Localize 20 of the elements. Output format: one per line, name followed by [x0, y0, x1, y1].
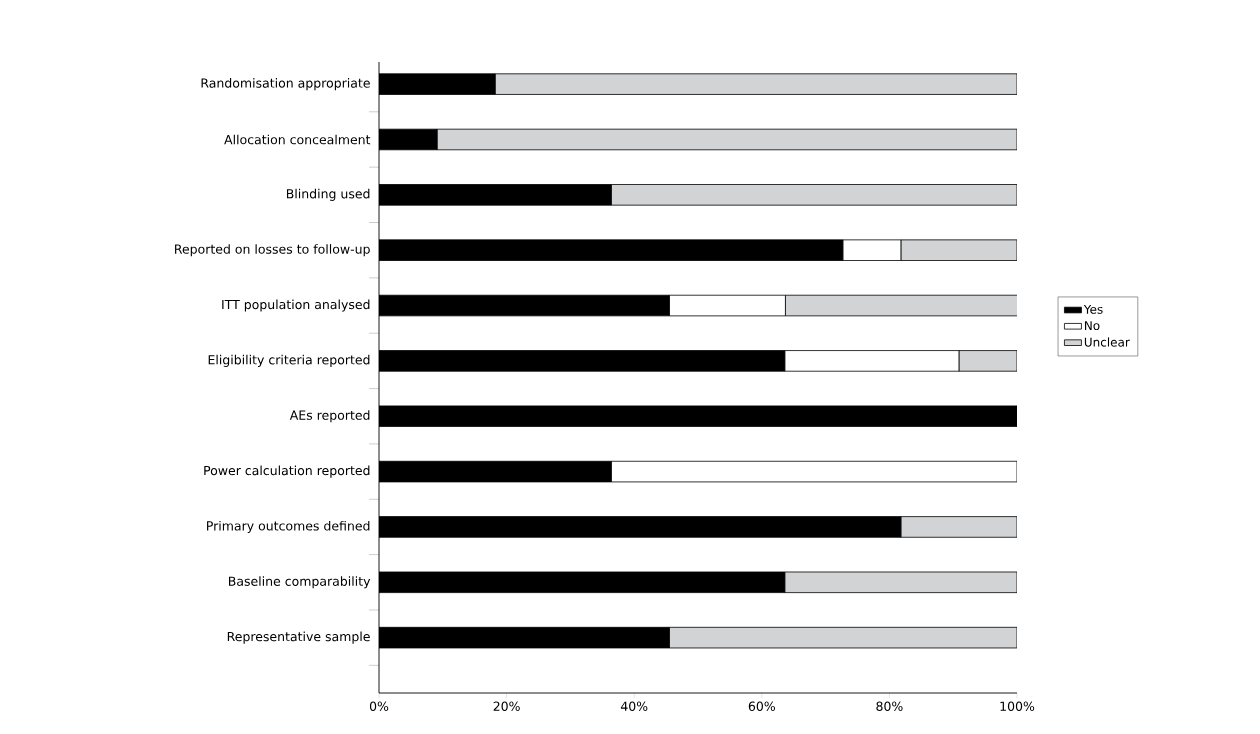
- y-tick-label: AEs reported: [289, 410, 370, 423]
- y-tick-label: Reported on losses to follow-up: [175, 244, 370, 257]
- y-tick-label: Baseline comparability: [229, 576, 371, 589]
- y-tick-label: Primary outcomes defined: [207, 520, 370, 533]
- x-tick-label: 20%: [493, 701, 520, 711]
- x-tick-label: 40%: [620, 701, 648, 711]
- y-tick-label: ITT population analysed: [222, 299, 370, 312]
- legend-label: Yes: [1083, 304, 1103, 314]
- y-tick-label: Allocation concealment: [224, 134, 371, 145]
- y-tick-label: Eligibility criteria reported: [208, 354, 370, 367]
- x-tick-label: 80%: [876, 701, 903, 711]
- x-tick-label: 100%: [1000, 701, 1035, 711]
- y-tick-label: Power calculation reported: [204, 465, 370, 478]
- y-tick-label: Representative sample: [227, 631, 370, 644]
- x-tick-label: 60%: [748, 701, 775, 711]
- legend-label: No: [1085, 321, 1100, 331]
- y-tick-label: Randomisation appropriate: [201, 78, 370, 91]
- x-tick-label: 0%: [369, 701, 389, 711]
- legend-label: Unclear: [1084, 337, 1130, 347]
- y-tick-label: Blinding used: [286, 188, 370, 201]
